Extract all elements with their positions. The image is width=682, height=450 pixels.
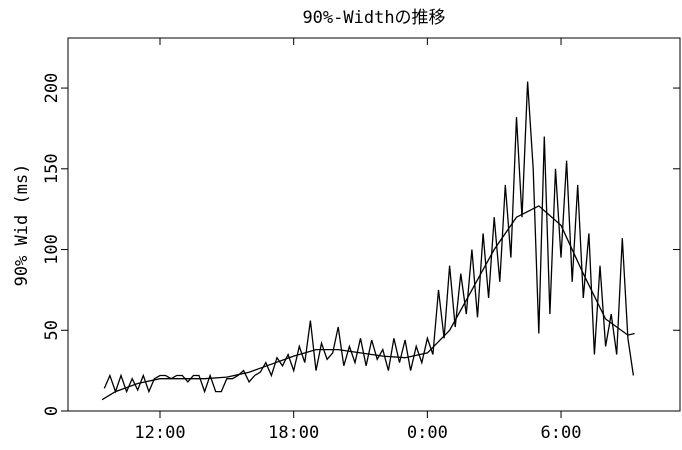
- x-tick-label: 12:00: [134, 423, 185, 443]
- x-tick-label: 18:00: [268, 423, 319, 443]
- x-tick-label: 6:00: [541, 423, 582, 443]
- data-line: [101, 205, 635, 401]
- chart-title: 90%-Widthの推移: [302, 8, 445, 28]
- y-tick-label: 50: [42, 320, 62, 340]
- y-tick-label: 0: [42, 406, 62, 416]
- y-tick-label: 100: [42, 234, 62, 265]
- y-tick-label: 150: [42, 153, 62, 184]
- data-line: [103, 81, 635, 394]
- y-axis-label: 90% Wid (ms): [12, 164, 32, 287]
- plot-frame: [67, 37, 681, 412]
- x-tick-label: 0:00: [407, 423, 448, 443]
- y-tick-label: 200: [42, 73, 62, 104]
